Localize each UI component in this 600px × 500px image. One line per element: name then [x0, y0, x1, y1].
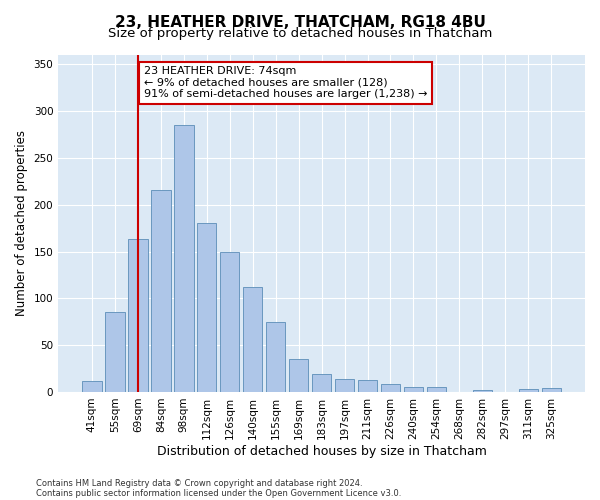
Text: Size of property relative to detached houses in Thatcham: Size of property relative to detached ho…: [108, 28, 492, 40]
Bar: [473, 390, 492, 392]
Bar: [335, 379, 355, 392]
Bar: [197, 222, 217, 392]
Bar: [542, 388, 561, 392]
Bar: [128, 240, 148, 392]
Bar: [266, 322, 286, 392]
Bar: [105, 312, 125, 392]
Bar: [151, 190, 170, 392]
Text: Contains public sector information licensed under the Open Government Licence v3: Contains public sector information licen…: [36, 488, 401, 498]
Bar: [289, 359, 308, 392]
Bar: [220, 252, 239, 392]
Y-axis label: Number of detached properties: Number of detached properties: [15, 130, 28, 316]
Bar: [381, 384, 400, 392]
Bar: [243, 287, 262, 392]
Bar: [404, 388, 423, 392]
Bar: [358, 380, 377, 392]
Bar: [82, 380, 101, 392]
Text: 23, HEATHER DRIVE, THATCHAM, RG18 4BU: 23, HEATHER DRIVE, THATCHAM, RG18 4BU: [115, 15, 485, 30]
Bar: [518, 389, 538, 392]
X-axis label: Distribution of detached houses by size in Thatcham: Distribution of detached houses by size …: [157, 444, 487, 458]
Text: 23 HEATHER DRIVE: 74sqm
← 9% of detached houses are smaller (128)
91% of semi-de: 23 HEATHER DRIVE: 74sqm ← 9% of detached…: [143, 66, 427, 100]
Bar: [312, 374, 331, 392]
Bar: [174, 125, 194, 392]
Text: Contains HM Land Registry data © Crown copyright and database right 2024.: Contains HM Land Registry data © Crown c…: [36, 478, 362, 488]
Bar: [427, 388, 446, 392]
